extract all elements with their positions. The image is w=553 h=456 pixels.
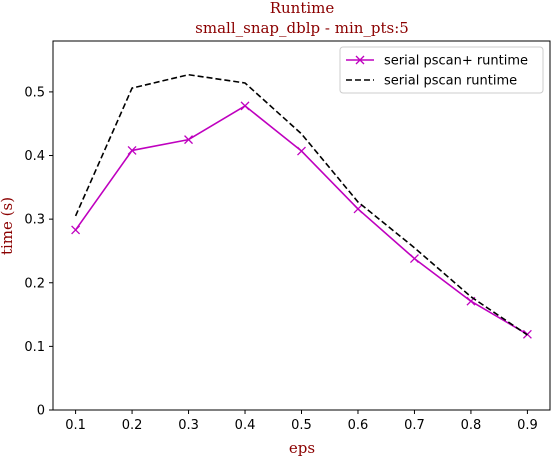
data-point <box>184 135 194 145</box>
x-axis-label: eps <box>289 439 315 456</box>
legend-label: serial pscan+ runtime <box>384 54 528 69</box>
y-axis-label: time (s) <box>0 197 16 255</box>
x-tick-label: 0.4 <box>235 418 256 433</box>
data-point <box>353 204 363 214</box>
series-line-1 <box>74 73 528 336</box>
x-tick-label: 0.5 <box>291 418 312 433</box>
y-tick-label: 0.4 <box>24 149 45 164</box>
x-tick-label: 0.7 <box>404 418 425 433</box>
data-point <box>409 254 419 264</box>
data-point <box>240 101 250 111</box>
legend-label: serial pscan runtime <box>384 74 517 89</box>
legend-entry: serial pscan runtime <box>346 74 517 89</box>
x-tick-label: 0.1 <box>65 418 86 433</box>
y-tick-label: 0.1 <box>24 340 45 355</box>
y-tick-label: 0.3 <box>24 213 45 228</box>
data-point <box>297 146 306 156</box>
x-tick-label: 0.6 <box>348 418 369 433</box>
legend-entry: serial pscan+ runtime <box>346 54 528 69</box>
chart-title: Runtime <box>270 0 335 17</box>
y-tick-label: 0.2 <box>24 276 45 291</box>
x-tick-label: 0.3 <box>178 418 199 433</box>
x-axis: 0.1 0.2 0.3 0.4 0.5 0.6 0.7 0.8 0.9 <box>65 410 538 433</box>
y-tick-label: 0.5 <box>24 85 45 100</box>
chart-subtitle: small_snap_dblp - min_pts:5 <box>195 19 409 37</box>
legend-box <box>339 46 544 94</box>
legend: serial pscan+ runtime serial pscan runtim… <box>339 46 544 94</box>
series-layer <box>71 73 532 339</box>
data-point <box>127 145 137 155</box>
y-tick-label: 0 <box>37 404 45 419</box>
x-tick-label: 0.2 <box>122 418 143 433</box>
data-point <box>71 225 81 235</box>
x-tick-label: 0.9 <box>517 418 538 433</box>
x-tick-label: 0.8 <box>461 418 482 433</box>
series-line-0 <box>74 105 528 335</box>
y-axis: 0 0.1 0.2 0.3 0.4 0.5 <box>24 85 53 419</box>
